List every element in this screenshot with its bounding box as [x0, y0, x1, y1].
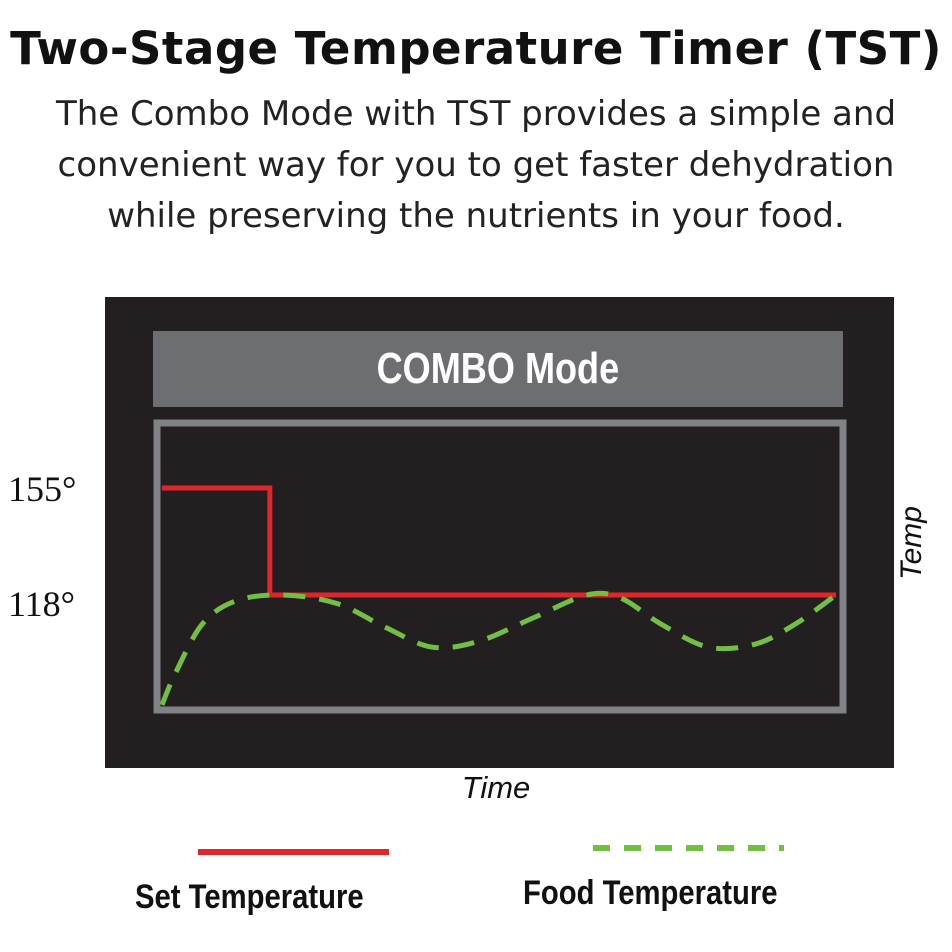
x-axis-label: Time: [461, 770, 531, 805]
y-axis-label: Temp: [895, 506, 928, 580]
subtitle-line-3: while preserving the nutrients in your f…: [107, 196, 845, 236]
legend-label-set-temperature: Set Temperature: [135, 878, 364, 916]
y-tick-label: 118°: [8, 584, 76, 624]
chart-title: COMBO Mode: [376, 344, 620, 393]
subtitle-line-1: The Combo Mode with TST provides a simpl…: [55, 94, 897, 134]
series-food-temperature-line: [159, 590, 838, 706]
legend-label-food-temperature: Food Temperature: [523, 874, 778, 912]
subtitle-line-2: convenient way for you to get faster deh…: [57, 145, 895, 185]
chart-title-bar: COMBO Mode: [153, 331, 843, 407]
plot-frame: [153, 419, 847, 714]
series-set-temperature-line: [162, 485, 836, 598]
page-title: Two-Stage Temperature Timer (TST): [10, 22, 942, 75]
y-tick-label: 155°: [8, 469, 77, 509]
chart-panel: COMBO Mode: [105, 297, 894, 768]
